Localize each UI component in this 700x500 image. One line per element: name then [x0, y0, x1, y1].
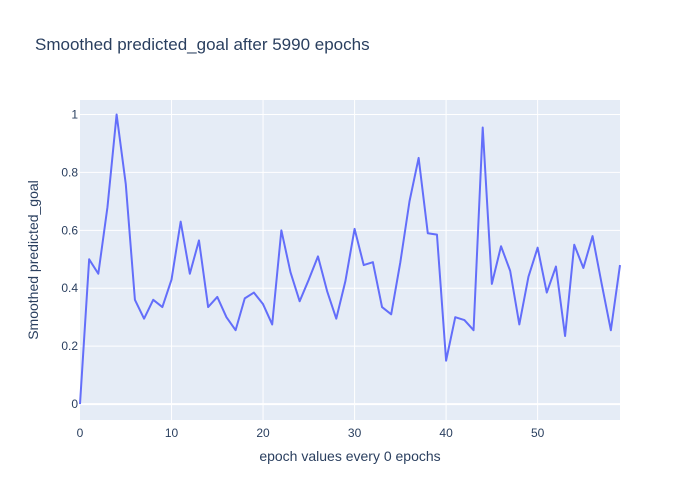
y-tick-label: 0.6 — [61, 223, 78, 237]
data-point — [381, 306, 383, 308]
data-point — [601, 283, 603, 285]
data-point — [125, 183, 127, 185]
data-point — [363, 264, 365, 266]
data-point — [225, 316, 227, 318]
data-point — [299, 300, 301, 302]
data-point — [573, 244, 575, 246]
data-point — [390, 313, 392, 315]
data-point — [106, 206, 108, 208]
data-point — [418, 157, 420, 159]
data-point — [527, 276, 529, 278]
grid-lines — [80, 100, 620, 420]
data-point — [116, 113, 118, 115]
data-point — [537, 247, 539, 249]
x-tick-label: 10 — [165, 426, 179, 440]
data-point — [134, 299, 136, 301]
data-point — [500, 245, 502, 247]
data-point — [290, 271, 292, 273]
data-point — [97, 273, 99, 275]
data-point — [216, 296, 218, 298]
data-point — [463, 319, 465, 321]
data-point — [271, 323, 273, 325]
data-point — [79, 403, 81, 405]
data-point — [436, 234, 438, 236]
data-point — [280, 229, 282, 231]
y-tick-label: 0.4 — [61, 281, 78, 295]
y-tick-label: 0.2 — [61, 339, 78, 353]
x-tick-label: 40 — [439, 426, 453, 440]
data-point — [180, 221, 182, 223]
x-tick-label: 20 — [256, 426, 270, 440]
data-point — [509, 270, 511, 272]
data-point — [399, 261, 401, 263]
data-point — [482, 127, 484, 129]
data-point — [344, 280, 346, 282]
data-point — [308, 279, 310, 281]
data-point — [262, 303, 264, 305]
x-axis-title: epoch values every 0 epochs — [259, 448, 440, 464]
data-point — [88, 258, 90, 260]
x-axis-ticks: 0 10 20 30 40 50 — [77, 426, 545, 440]
data-point — [491, 283, 493, 285]
data-point — [189, 273, 191, 275]
data-point — [372, 261, 374, 263]
data-point — [317, 255, 319, 257]
data-point — [582, 267, 584, 269]
data-point — [564, 335, 566, 337]
x-tick-label: 50 — [531, 426, 545, 440]
x-tick-label: 0 — [77, 426, 84, 440]
data-point — [619, 264, 621, 266]
data-point — [143, 318, 145, 320]
data-point — [326, 290, 328, 292]
data-point — [592, 235, 594, 237]
series-layer — [79, 113, 621, 405]
series-line-predicted_goal — [79, 113, 621, 405]
data-point — [518, 323, 520, 325]
data-point — [555, 266, 557, 268]
x-tick-label: 30 — [348, 426, 362, 440]
chart-title: Smoothed predicted_goal after 5990 epoch… — [35, 35, 370, 54]
data-point — [354, 228, 356, 230]
y-tick-label: 1 — [71, 107, 78, 121]
data-point — [546, 292, 548, 294]
data-point — [161, 306, 163, 308]
y-tick-label: 0.8 — [61, 165, 78, 179]
data-point — [335, 318, 337, 320]
data-point — [454, 316, 456, 318]
data-point — [408, 200, 410, 202]
data-point — [244, 297, 246, 299]
data-point — [253, 292, 255, 294]
data-point — [235, 329, 237, 331]
y-axis-title: Smoothed predicted_goal — [25, 180, 41, 340]
data-point — [445, 360, 447, 362]
data-point — [171, 279, 173, 281]
y-tick-label: 0 — [71, 397, 78, 411]
y-axis-ticks: 0 0.2 0.4 0.6 0.8 1 — [61, 107, 78, 411]
data-point — [427, 232, 429, 234]
data-point — [152, 299, 154, 301]
data-point — [207, 306, 209, 308]
data-point — [473, 329, 475, 331]
data-point — [198, 239, 200, 241]
data-point — [610, 329, 612, 331]
